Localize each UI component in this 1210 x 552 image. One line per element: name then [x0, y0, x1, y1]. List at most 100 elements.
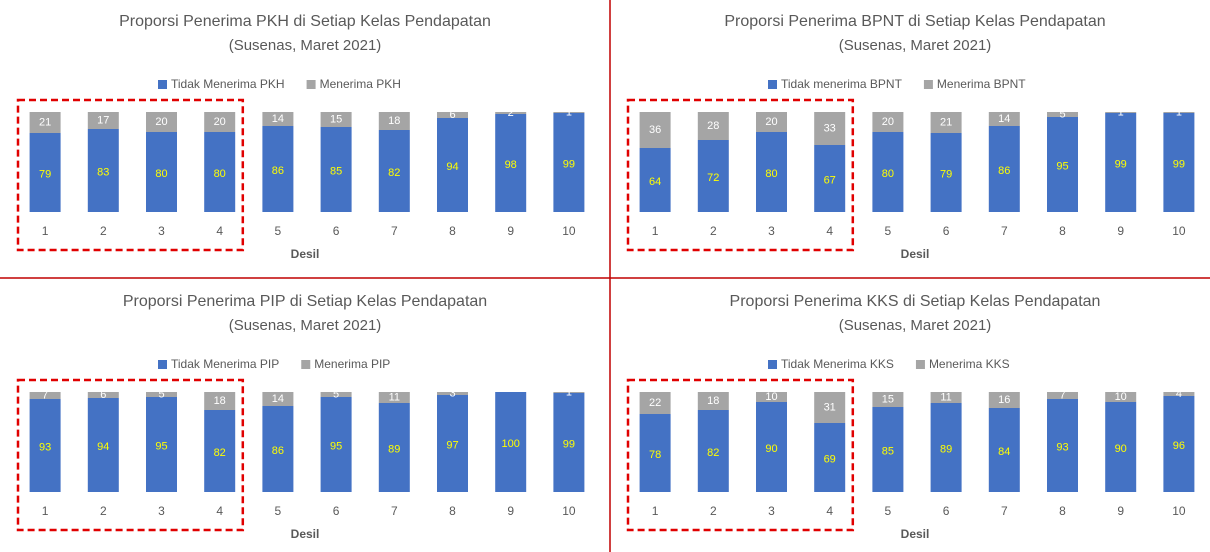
x-tick-label: 4 — [216, 224, 223, 238]
x-tick-label: 7 — [391, 224, 398, 238]
data-label: 11 — [940, 391, 951, 403]
data-label: 17 — [97, 114, 109, 126]
data-label: 84 — [998, 446, 1010, 458]
x-tick-label: 4 — [216, 504, 223, 518]
data-label: 85 — [330, 165, 342, 177]
chart-subtitle: (Susenas, Maret 2021) — [229, 37, 382, 54]
bar-segment — [87, 129, 119, 212]
data-label: 80 — [155, 168, 167, 180]
bar-segment — [697, 410, 729, 492]
legend-swatch — [923, 80, 933, 89]
bar-segment — [262, 112, 294, 126]
data-label: 14 — [272, 393, 284, 405]
bar-segment — [437, 392, 468, 395]
x-tick-label: 9 — [1117, 504, 1124, 518]
data-label: 86 — [998, 165, 1010, 177]
data-label: 28 — [707, 120, 719, 132]
x-tick-label: 10 — [1172, 504, 1186, 518]
data-label: 4 — [1176, 388, 1182, 400]
bar-segment — [697, 140, 729, 212]
bar-segment — [930, 133, 962, 212]
data-label: 83 — [97, 166, 109, 178]
bar-segment — [1163, 392, 1195, 396]
data-label: 95 — [330, 440, 342, 452]
x-tick-label: 10 — [562, 504, 576, 518]
legend-label: Tidak Menerima KKS — [781, 357, 894, 371]
chart-subtitle: (Susenas, Maret 2021) — [839, 37, 992, 54]
bar-segment — [1047, 399, 1078, 492]
x-tick-label: 3 — [158, 504, 165, 518]
bar-segment — [756, 112, 787, 132]
data-label: 94 — [97, 441, 109, 453]
bar-segment — [378, 392, 410, 403]
legend-swatch — [306, 80, 316, 89]
bar-segment — [639, 392, 671, 414]
x-axis-label: Desil — [291, 247, 320, 261]
data-label: 6 — [449, 109, 455, 121]
x-tick-label: 6 — [333, 224, 340, 238]
data-label: 16 — [998, 394, 1010, 406]
bar-segment — [872, 392, 904, 407]
bar-segment — [1163, 112, 1195, 113]
data-label: 14 — [272, 113, 284, 125]
bar-segment — [553, 392, 585, 393]
bar-segment — [1047, 392, 1078, 399]
data-label: 33 — [824, 122, 836, 134]
bar-segment — [872, 112, 904, 132]
data-label: 72 — [707, 172, 719, 184]
bar-segment — [378, 112, 410, 130]
bar-segment — [146, 397, 177, 492]
bar-segment — [988, 126, 1020, 212]
bar-segment — [930, 403, 962, 492]
data-label: 85 — [882, 445, 894, 457]
data-label: 82 — [707, 447, 719, 459]
x-tick-label: 1 — [42, 504, 49, 518]
chart-title: Proporsi Penerima PKH di Setiap Kelas Pe… — [119, 13, 491, 30]
data-label: 94 — [446, 161, 458, 173]
x-tick-label: 8 — [1059, 224, 1066, 238]
bar-segment — [146, 112, 177, 132]
chart-title: Proporsi Penerima PIP di Setiap Kelas Pe… — [123, 293, 487, 310]
x-tick-label: 5 — [885, 224, 892, 238]
bar-segment — [437, 118, 468, 212]
x-tick-label: 9 — [507, 224, 514, 238]
data-label: 79 — [39, 168, 51, 180]
data-label: 18 — [707, 395, 719, 407]
data-label: 67 — [824, 174, 836, 186]
bar-segment — [872, 132, 904, 212]
bar-segment — [320, 112, 352, 127]
data-label: 3 — [449, 387, 455, 399]
x-tick-label: 7 — [1001, 504, 1008, 518]
data-label: 95 — [155, 440, 167, 452]
bar-segment — [756, 132, 787, 212]
data-label: 80 — [882, 168, 894, 180]
data-label: 93 — [39, 441, 51, 453]
x-tick-label: 6 — [333, 504, 340, 518]
bar-segment — [378, 403, 410, 492]
data-label: 96 — [1173, 440, 1185, 452]
data-label: 18 — [214, 395, 226, 407]
bar-segment — [495, 392, 527, 492]
data-label: 7 — [1059, 389, 1065, 401]
data-label: 1 — [566, 106, 572, 118]
bar-segment — [639, 148, 671, 212]
data-label: 90 — [1115, 443, 1127, 455]
highlight-box — [626, 378, 855, 532]
data-label: 15 — [330, 113, 342, 125]
x-axis-label: Desil — [901, 527, 930, 541]
bar-segment — [204, 112, 236, 132]
bar-segment — [872, 407, 904, 492]
data-label: 36 — [649, 124, 661, 136]
data-label: 80 — [214, 168, 226, 180]
bar-segment — [814, 145, 846, 212]
data-label: 10 — [765, 391, 777, 403]
bar-segment — [814, 423, 846, 492]
x-tick-label: 4 — [826, 224, 833, 238]
bar-segment — [1047, 117, 1078, 212]
data-label: 21 — [39, 116, 51, 128]
bar-segment — [378, 130, 410, 212]
data-label: 10 — [1115, 391, 1127, 403]
bar-segment — [495, 112, 527, 114]
bar-segment — [29, 399, 61, 492]
x-tick-label: 2 — [100, 504, 107, 518]
